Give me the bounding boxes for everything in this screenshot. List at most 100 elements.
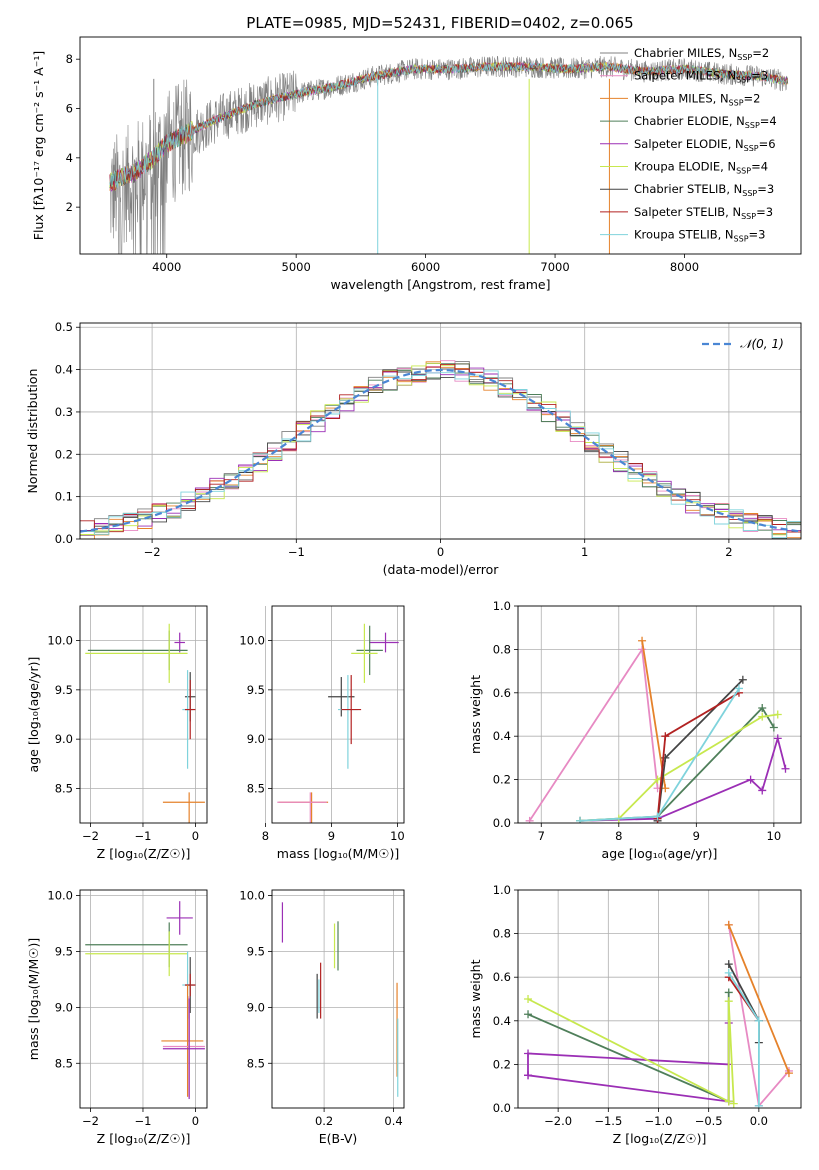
x-axis-label: wavelength [Angstrom, rest frame] (330, 277, 550, 292)
axes-frame (79, 36, 802, 255)
data-point (162, 996, 205, 1097)
x-tick-label: −2 (82, 829, 99, 843)
y-tick-label: 9.5 (55, 944, 73, 958)
y-tick-label: 4 (66, 151, 73, 165)
legend-label-sub: SSP (736, 76, 751, 85)
marks (85, 901, 205, 1100)
series-line (576, 703, 778, 823)
y-tick-label: 10.0 (239, 889, 265, 903)
panel-mass-vs-Z: −2 −1 0 8.5 9.0 9.5 10.0 Z [log₁₀(Z/Z☉)] mass [l… (26, 889, 208, 1146)
data-point (351, 623, 378, 683)
histogram-step (80, 363, 801, 539)
series-marker (524, 1010, 533, 1019)
x-tick-label: 7000 (540, 260, 569, 274)
data-point (184, 679, 196, 740)
y-tick-label: 0.2 (493, 773, 511, 787)
legend-label: Chabrier MILES, NSSP=2 (634, 46, 769, 62)
y-tick-label: 8 (66, 52, 73, 66)
series-path (727, 924, 790, 1074)
y-axis-label: age [log₁₀(age/yr)] (26, 657, 41, 773)
data-point (328, 677, 355, 717)
series-marker (758, 712, 767, 721)
series-path (727, 963, 760, 1043)
y-tick-label: 10.0 (47, 634, 73, 648)
legend-label-suffix: =6 (759, 137, 776, 151)
y-tick-label: 1.0 (493, 599, 511, 613)
x-tick-label: 8000 (670, 260, 699, 274)
y-tick-label: 10.0 (47, 889, 73, 903)
marks (80, 360, 801, 539)
ticks: 8 9 10 8.5 9.0 9.5 10.0 (239, 634, 404, 843)
y-axis-label: mass weight (468, 675, 483, 754)
series-path (579, 713, 778, 822)
x-tick-label: 0 (437, 545, 444, 559)
data-point (369, 632, 399, 653)
ticks: −2.0 −1.5 −1.0 −0.5 0.0 0.0 0.2 0.4 0.6 0.8 1.0 (493, 883, 768, 1128)
axes-frame (517, 605, 802, 824)
series-marker (773, 710, 782, 719)
series-marker (524, 1049, 533, 1058)
series-line (724, 920, 793, 1078)
x-tick-label: 0.2 (315, 1114, 333, 1128)
y-tick-label: 0.4 (493, 729, 511, 743)
spectrum-observed-line (109, 55, 789, 254)
y-tick-label: 0.2 (493, 1057, 511, 1071)
series-marker (525, 816, 534, 823)
x-tick-label: 0.0 (750, 1114, 768, 1128)
x-axis-label: Z [log₁₀(Z/Z☉)] (97, 846, 191, 861)
x-tick-label: −0.5 (695, 1114, 723, 1128)
axes-frame (79, 889, 208, 1109)
y-axis-label: Flux [fλ10⁻¹⁷ erg cm⁻² s⁻¹ A⁻¹] (31, 51, 46, 240)
series-marker (653, 775, 662, 784)
x-axis-label: Z [log₁₀(Z/Z☉)] (613, 1131, 707, 1146)
marks (85, 623, 205, 823)
series-path (641, 640, 667, 789)
x-tick-label: 9 (693, 829, 700, 843)
panel-age-vs-mass: 8 9 10 8.5 9.0 9.5 10.0 mass [log₁₀(M/M☉)] (239, 605, 405, 861)
y-tick-label: 9.0 (247, 1000, 265, 1014)
spectrum-model-line (109, 62, 788, 188)
y-tick-label: 8.5 (247, 1056, 265, 1070)
histogram-step (80, 363, 801, 533)
data-point (356, 625, 383, 676)
series-marker (746, 775, 755, 784)
panel-massweight-vs-age: 7 8 9 10 0.0 0.2 0.4 0.6 0.8 1.0 age [log₁₀(age/yr… (468, 599, 802, 861)
data-point (166, 901, 193, 935)
legend-label-sub: SSP (729, 98, 744, 107)
ticks: −2 −1 0 8.5 9.0 9.5 10.0 (47, 634, 199, 843)
series-marker (754, 1101, 763, 1108)
series-path (527, 998, 735, 1104)
x-tick-label: −1.5 (594, 1114, 622, 1128)
data-point (278, 792, 329, 823)
series-line (724, 968, 763, 1108)
series-marker (738, 675, 747, 684)
x-tick-label: 4000 (152, 260, 181, 274)
series-marker (784, 1069, 793, 1078)
series-marker (524, 1071, 533, 1080)
series-marker (773, 734, 782, 743)
y-tick-label: 9.5 (247, 944, 265, 958)
legend-label-main: Salpeter MILES, N (634, 69, 736, 83)
data-point (162, 792, 205, 823)
panel-mass-vs-ebv: 0.2 0.4 8.5 9.0 9.5 10.0 E(B-V) (239, 889, 405, 1146)
data-point (174, 632, 185, 653)
x-tick-label: 2 (725, 545, 732, 559)
series-line (638, 636, 670, 793)
series-marker (724, 920, 733, 929)
series-marker (524, 995, 533, 1003)
x-tick-label: −1.0 (645, 1114, 673, 1128)
series-line (524, 995, 738, 1108)
series-marker (781, 764, 790, 773)
legend-label: 𝒩(0, 1) (740, 337, 784, 351)
series-marker (729, 1099, 738, 1108)
y-tick-label: 0.5 (55, 320, 73, 334)
x-tick-label: −1 (134, 829, 151, 843)
y-tick-label: 0.0 (55, 532, 73, 546)
panel-residuals: −2 −1 0 1 2 0.0 0.1 0.2 0.3 0.4 0.5 (data-model)/er… (25, 320, 802, 577)
ticks: −2 −1 0 8.5 9.0 9.5 10.0 (47, 889, 199, 1128)
series-marker (724, 1097, 733, 1106)
legend-label-sub: SSP (742, 189, 757, 198)
y-tick-label: 9.5 (55, 683, 73, 697)
histogram-step (80, 370, 801, 539)
